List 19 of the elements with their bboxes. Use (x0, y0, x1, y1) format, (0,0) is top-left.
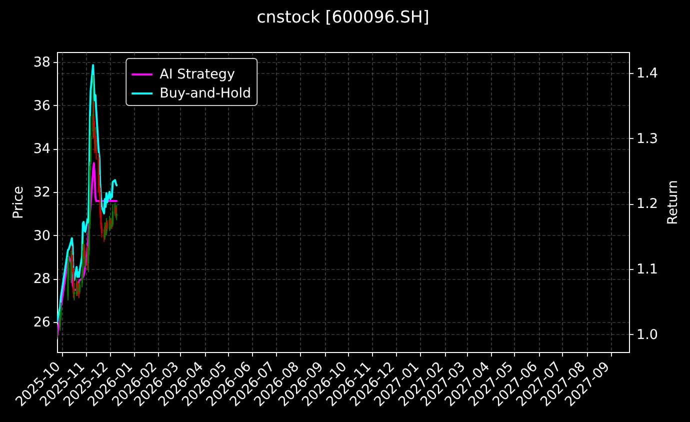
y-tick-label: 30 (33, 228, 50, 244)
chart-title: cnstock [600096.SH] (256, 8, 430, 26)
y-axis-title: Price (10, 186, 26, 219)
y2-tick-label: 1.1 (636, 261, 658, 278)
y2-tick-label: 1.3 (636, 130, 658, 147)
y2-tick-label: 1.4 (636, 65, 658, 82)
legend-label: Buy-and-Hold (160, 86, 252, 102)
y-tick-label: 38 (33, 54, 50, 70)
line-series (57, 64, 118, 323)
y2-tick-label: 1.2 (636, 196, 658, 212)
y-tick-label: 28 (33, 271, 50, 288)
y-tick-label: 32 (33, 184, 50, 201)
y-tick-label: 26 (33, 314, 50, 331)
legend-label: AI Strategy (160, 66, 235, 82)
line-series (57, 162, 118, 338)
y2-axis-title: Return (664, 180, 681, 225)
y-tick-label: 36 (33, 98, 50, 114)
y2-tick-label: 1.0 (636, 326, 658, 343)
y-tick-label: 34 (33, 141, 50, 158)
